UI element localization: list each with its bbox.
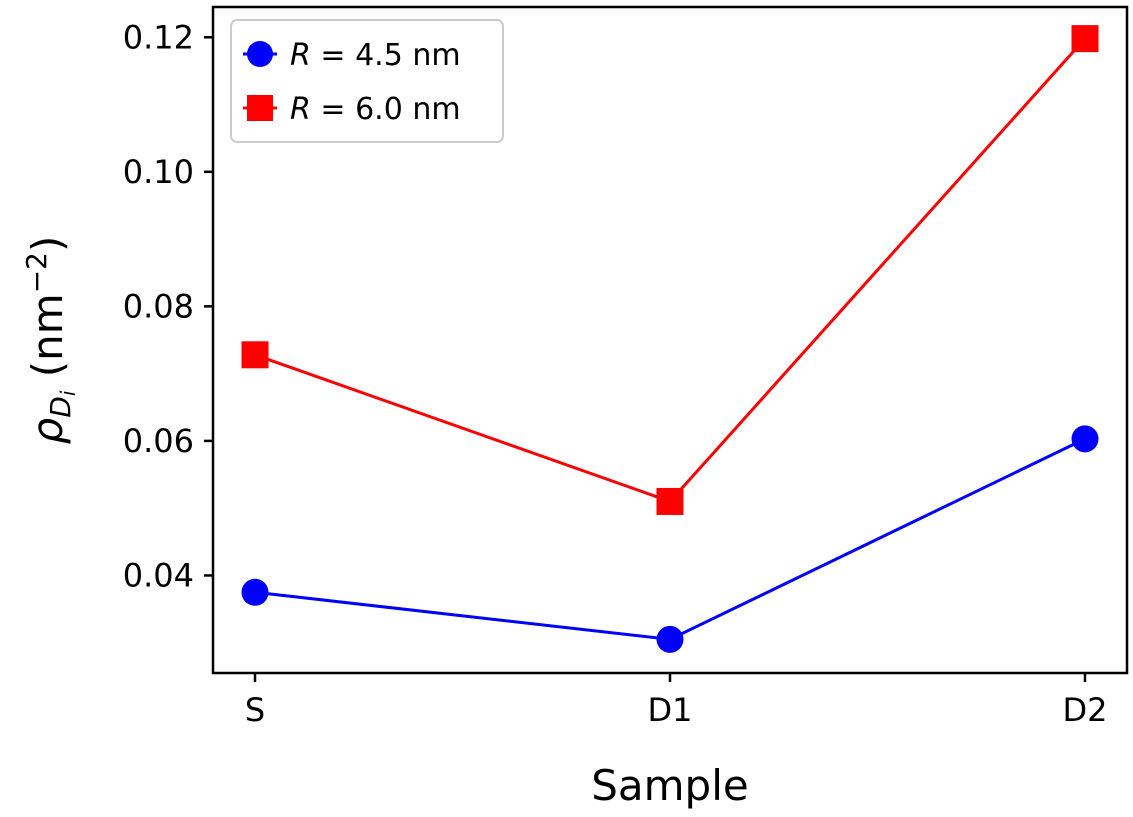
data-point — [1071, 425, 1099, 453]
y-tick-label: 0.12 — [123, 18, 194, 56]
x-axis: S D1 D2 — [245, 673, 1108, 729]
series-1 — [241, 425, 1099, 653]
y-axis-title-subscript: D — [44, 396, 77, 418]
x-tick-label: D2 — [1063, 691, 1108, 729]
legend-frame — [230, 19, 504, 143]
y-tick-label: 0.08 — [123, 287, 194, 325]
data-point — [241, 341, 269, 369]
data-point — [656, 487, 684, 515]
y-tick-label: 0.06 — [123, 422, 194, 460]
y-axis-title-units-suffix: ) — [23, 236, 72, 252]
y-axis-title-symbol: ρ — [23, 417, 72, 444]
data-point — [1071, 25, 1099, 53]
y-axis-title-units-exponent: −2 — [20, 252, 53, 293]
x-tick-label: S — [245, 691, 265, 729]
y-tick-label: 0.10 — [123, 153, 194, 191]
series-line — [254, 437, 1086, 641]
legend-marker-series-2 — [247, 95, 273, 121]
legend-marker-series-1 — [247, 41, 273, 67]
x-tick-label: D1 — [648, 691, 693, 729]
y-axis-title-subsubscript: i — [56, 390, 80, 396]
data-point — [241, 578, 269, 606]
series-2 — [241, 25, 1099, 515]
y-axis: 0.04 0.06 0.08 0.10 0.12 — [123, 18, 213, 594]
series-layer — [241, 25, 1099, 653]
y-axis-title-units-prefix: (nm — [23, 293, 72, 390]
data-point — [656, 625, 684, 653]
x-axis-title: Sample — [591, 761, 748, 810]
y-axis-title: ρDi (nm−2) — [20, 236, 80, 445]
y-tick-label: 0.04 — [123, 556, 194, 594]
legend: R = 4.5 nm R = 6.0 nm — [230, 19, 504, 143]
legend-label-series-1: R = 4.5 nm — [290, 38, 461, 73]
legend-label-series-2: R = 6.0 nm — [290, 92, 461, 127]
